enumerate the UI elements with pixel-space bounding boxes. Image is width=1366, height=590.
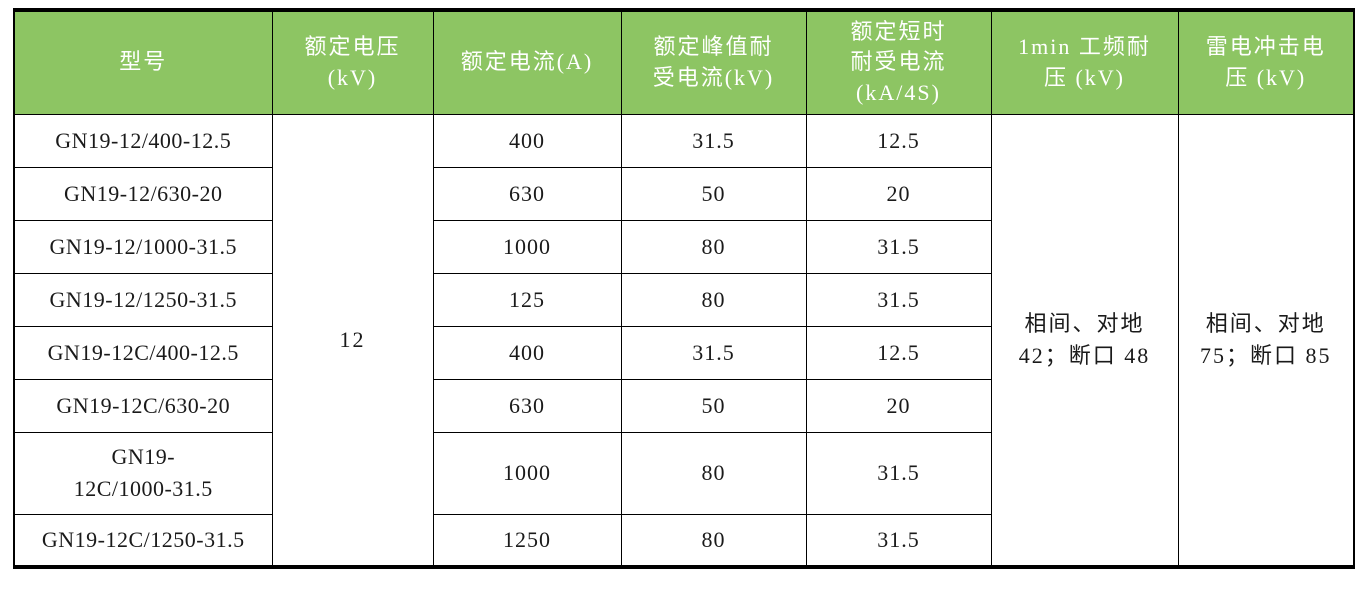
table-row: GN19-12/630-20 630 50 20 xyxy=(13,166,1354,221)
table-body: GN19-12/400-12.5 12 400 31.5 12.5 相间、对地 … xyxy=(13,113,1355,568)
short-time-current-cell: 31.5 xyxy=(805,513,992,568)
rated-current-cell: 1250 xyxy=(432,513,622,568)
header-cell-rated-current: 额定电流(A) xyxy=(432,9,622,115)
rated-current-cell: 400 xyxy=(432,325,622,380)
table-row: GN19-12/400-12.5 12 400 31.5 12.5 相间、对地 … xyxy=(13,113,1355,568)
short-time-current-cell: 31.5 xyxy=(805,431,992,515)
table-row: GN19-12C/400-12.5 400 31.5 12.5 xyxy=(13,325,1354,380)
model-cell: GN19-12/1250-31.5 xyxy=(13,272,273,327)
table-row: GN19-12C/630-20 630 50 20 xyxy=(13,378,1354,433)
table-row: GN19-12/1000-31.5 1000 80 31.5 xyxy=(13,219,1354,274)
spec-table-wrapper: 型号 额定电压 (kV) 额定电流(A) 额定峰值耐 受电流(kV) 额定短时 … xyxy=(13,8,1355,569)
short-time-current-cell: 31.5 xyxy=(805,219,992,274)
rated-current-cell: 630 xyxy=(432,166,622,221)
rated-current-cell: 630 xyxy=(432,378,622,433)
peak-current-cell: 80 xyxy=(620,219,807,274)
short-time-current-cell: 12.5 xyxy=(805,113,992,168)
rated-current-cell: 400 xyxy=(432,113,622,168)
header-cell-model: 型号 xyxy=(13,9,273,115)
table-row: GN19- 12C/1000-31.5 1000 80 31.5 xyxy=(13,431,1354,515)
rated-current-cell: 125 xyxy=(432,272,622,327)
short-time-current-cell: 31.5 xyxy=(805,272,992,327)
header-cell-short-time-withstand-current: 额定短时 耐受电流 (kA/4S) xyxy=(805,9,992,115)
short-time-current-cell: 12.5 xyxy=(805,325,992,380)
table-row: GN19-12C/1250-31.5 1250 80 31.5 xyxy=(13,513,1354,568)
peak-current-cell: 31.5 xyxy=(620,325,807,380)
model-cell: GN19-12C/1250-31.5 xyxy=(13,513,273,568)
peak-current-cell: 31.5 xyxy=(620,113,807,168)
header-cell-peak-withstand-current: 额定峰值耐 受电流(kV) xyxy=(620,9,807,115)
lightning-impulse-merged-cell: 相间、对地 75；断口 85 xyxy=(1177,113,1355,568)
model-cell: GN19-12/1000-31.5 xyxy=(13,219,273,274)
power-frequency-merged-cell: 相间、对地 42；断口 48 xyxy=(990,113,1179,568)
spec-table: 型号 额定电压 (kV) 额定电流(A) 额定峰值耐 受电流(kV) 额定短时 … xyxy=(13,8,1355,569)
header-cell-lightning-impulse-voltage: 雷电冲击电 压 (kV) xyxy=(1177,9,1355,115)
short-time-current-cell: 20 xyxy=(805,378,992,433)
header-cell-power-frequency-voltage: 1min 工频耐 压 (kV) xyxy=(990,9,1179,115)
model-cell: GN19-12/400-12.5 xyxy=(13,113,273,168)
rated-voltage-merged-cell: 12 xyxy=(271,113,434,568)
header-row: 型号 额定电压 (kV) 额定电流(A) 额定峰值耐 受电流(kV) 额定短时 … xyxy=(13,9,1355,115)
peak-current-cell: 80 xyxy=(620,513,807,568)
peak-current-cell: 80 xyxy=(620,272,807,327)
rated-current-cell: 1000 xyxy=(432,431,622,515)
table-header: 型号 额定电压 (kV) 额定电流(A) 额定峰值耐 受电流(kV) 额定短时 … xyxy=(13,9,1355,115)
header-cell-rated-voltage: 额定电压 (kV) xyxy=(271,9,434,115)
model-cell: GN19-12C/630-20 xyxy=(13,378,273,433)
rated-current-cell: 1000 xyxy=(432,219,622,274)
model-cell: GN19-12C/400-12.5 xyxy=(13,325,273,380)
peak-current-cell: 80 xyxy=(620,431,807,515)
short-time-current-cell: 20 xyxy=(805,166,992,221)
model-cell: GN19- 12C/1000-31.5 xyxy=(13,431,273,515)
peak-current-cell: 50 xyxy=(620,378,807,433)
model-cell: GN19-12/630-20 xyxy=(13,166,273,221)
peak-current-cell: 50 xyxy=(620,166,807,221)
